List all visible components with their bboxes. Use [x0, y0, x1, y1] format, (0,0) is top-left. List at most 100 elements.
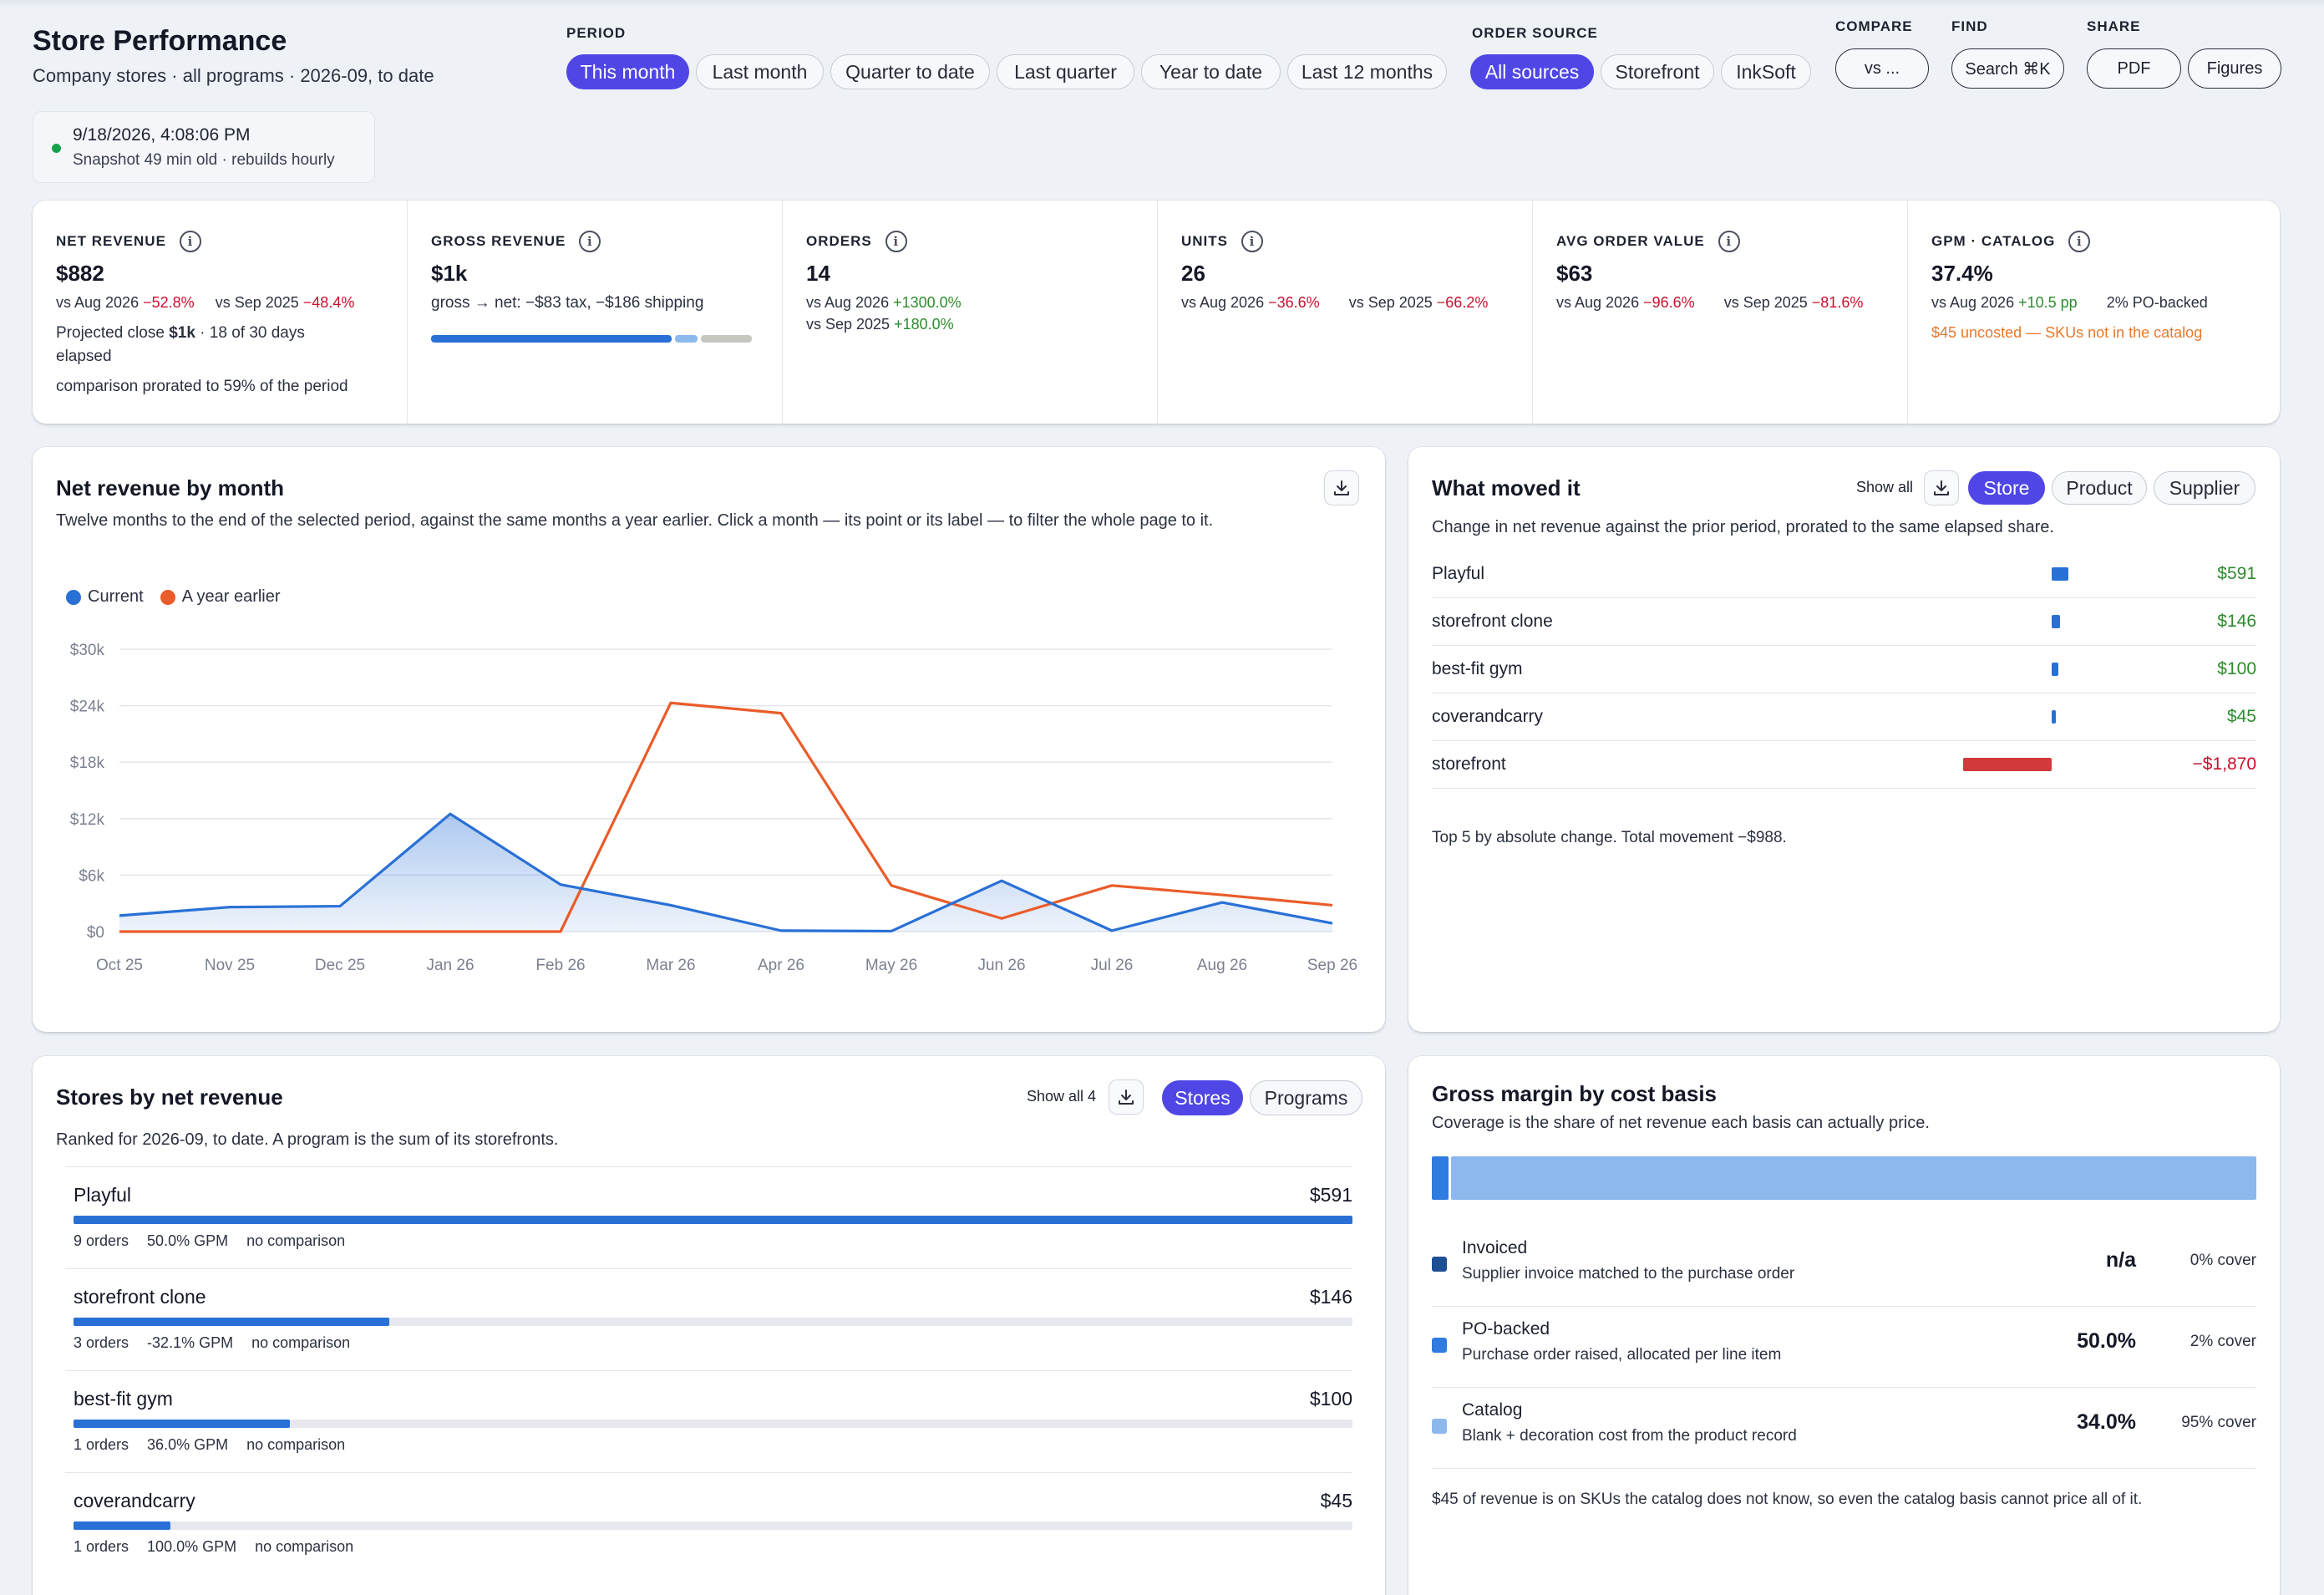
x-tick-label[interactable]: May 26 [865, 957, 917, 974]
gross-to-net-breakdown: gross → net: −$83 tax, −$186 shipping [431, 294, 704, 312]
tab-supplier[interactable]: Supplier [2154, 471, 2255, 505]
cost-basis-row: Catalog Blank + decoration cost from the … [1432, 1389, 2256, 1469]
uncosted-warning: $45 uncosted — SKUs not in the catalog [1931, 324, 2203, 341]
kpi-avg-order-value: AVG ORDER VALUE i $63 vs Aug 2026 −96.6% … [1533, 201, 1908, 426]
movement-name: best-fit gym [1432, 659, 1523, 678]
tab-store[interactable]: Store [1968, 471, 2045, 505]
x-tick-label[interactable]: Jun 26 [977, 957, 1025, 974]
info-icon[interactable]: i [1241, 231, 1263, 252]
show-all-link[interactable]: Show all [1856, 479, 1914, 495]
cost-basis-swatch [1432, 1338, 1447, 1353]
period-last-12-months[interactable]: Last 12 months [1287, 54, 1447, 89]
store-comparison: no comparison [255, 1538, 354, 1555]
source-all[interactable]: All sources [1470, 54, 1594, 89]
info-icon[interactable]: i [885, 231, 907, 252]
cost-basis-desc: Supplier invoice matched to the purchase… [1462, 1265, 1795, 1283]
download-button[interactable] [1924, 470, 1959, 505]
current-data-point[interactable] [664, 898, 677, 912]
prior-data-point[interactable] [1105, 879, 1119, 892]
x-tick-label[interactable]: Sep 26 [1307, 957, 1357, 974]
cost-basis-desc: Blank + decoration cost from the product… [1462, 1427, 1797, 1445]
movement-row[interactable]: storefront clone $146 [1432, 598, 2256, 646]
comparison-label: vs Aug 2026 [806, 294, 890, 311]
current-data-point[interactable] [333, 900, 347, 913]
download-button[interactable] [1324, 470, 1359, 505]
x-tick-label[interactable]: Mar 26 [646, 957, 695, 974]
card-description: Coverage is the share of net revenue eac… [1432, 1114, 1930, 1132]
period-last-month[interactable]: Last month [696, 54, 824, 89]
store-revenue-track [74, 1521, 1352, 1530]
prior-data-point[interactable] [333, 925, 347, 938]
current-data-point[interactable] [113, 909, 126, 922]
store-row[interactable]: Playful $591 9 orders 50.0% GPM no compariso… [65, 1166, 1352, 1268]
period-year-to-date[interactable]: Year to date [1141, 54, 1281, 89]
store-gpm: 100.0% GPM [147, 1538, 237, 1555]
search-button[interactable]: Search ⌘K [1951, 48, 2064, 89]
current-data-point[interactable] [1105, 924, 1119, 937]
comparison-label: vs Sep 2025 [1348, 294, 1433, 311]
download-button[interactable] [1109, 1079, 1144, 1115]
x-tick-label[interactable]: Feb 26 [535, 957, 585, 974]
movement-row[interactable]: Playful $591 [1432, 551, 2256, 598]
prior-data-point[interactable] [774, 707, 788, 720]
prior-data-point[interactable] [444, 925, 457, 938]
chart-legend: Current A year earlier [66, 587, 281, 607]
movement-name: storefront clone [1432, 612, 1553, 631]
prior-data-point[interactable] [995, 912, 1008, 925]
movement-row[interactable]: best-fit gym $100 [1432, 646, 2256, 693]
x-tick-label[interactable]: Apr 26 [758, 957, 804, 974]
revenue-chart-card: Net revenue by month Twelve months to th… [33, 447, 1385, 1032]
show-all-link[interactable]: Show all 4 [1027, 1088, 1097, 1105]
x-tick-label[interactable]: Nov 25 [205, 957, 255, 974]
legend-label-current[interactable]: Current [88, 587, 144, 606]
x-tick-label[interactable]: Oct 25 [96, 957, 143, 974]
x-tick-label[interactable]: Aug 26 [1197, 957, 1247, 974]
prior-year-series-line [119, 701, 1333, 933]
movement-value: $100 [2217, 659, 2256, 678]
current-data-point[interactable] [223, 901, 236, 914]
prior-data-point[interactable] [554, 925, 567, 938]
compare-button[interactable]: vs ... [1835, 48, 1929, 89]
info-icon[interactable]: i [2068, 231, 2091, 252]
current-data-point[interactable] [1326, 917, 1339, 930]
prior-data-point[interactable] [113, 925, 126, 938]
info-icon[interactable]: i [1718, 231, 1740, 252]
period-quarter-to-date[interactable]: Quarter to date [830, 54, 990, 89]
store-row[interactable]: best-fit gym $100 1 orders 36.0% GPM no comp… [65, 1370, 1352, 1472]
store-row[interactable]: coverandcarry $45 1 orders 100.0% GPM no com… [65, 1472, 1352, 1574]
store-revenue-fill [74, 1216, 1352, 1224]
current-data-point[interactable] [885, 924, 898, 937]
prior-data-point[interactable] [1326, 898, 1339, 912]
legend-label-prior[interactable]: A year earlier [181, 587, 281, 606]
source-storefront[interactable]: Storefront [1601, 54, 1714, 89]
tab-product[interactable]: Product [2052, 471, 2147, 505]
source-inksoft[interactable]: InkSoft [1721, 54, 1811, 89]
x-tick-label[interactable]: Jul 26 [1091, 957, 1134, 974]
x-tick-label[interactable]: Dec 25 [315, 957, 365, 974]
info-icon[interactable]: i [579, 231, 601, 252]
store-orders: 3 orders [74, 1334, 129, 1351]
info-icon[interactable]: i [179, 231, 201, 252]
prior-data-point[interactable] [885, 879, 898, 892]
current-data-point[interactable] [774, 924, 788, 937]
current-data-point[interactable] [444, 807, 457, 820]
period-this-month[interactable]: This month [566, 54, 689, 89]
movement-row[interactable]: coverandcarry $45 [1432, 693, 2256, 741]
cost-basis-name: Catalog [1462, 1400, 1523, 1420]
current-data-point[interactable] [554, 878, 567, 891]
period-last-quarter[interactable]: Last quarter [997, 54, 1134, 89]
export-pdf-button[interactable]: PDF [2087, 48, 2181, 89]
movement-row[interactable]: storefront −$1,870 [1432, 741, 2256, 789]
current-data-point[interactable] [995, 874, 1008, 887]
x-tick-label[interactable]: Jan 26 [426, 957, 474, 974]
cost-basis-swatch [1432, 1257, 1447, 1272]
store-row[interactable]: storefront clone $146 3 orders -32.1% GPM no… [65, 1268, 1352, 1370]
export-figures-button[interactable]: Figures [2188, 48, 2281, 89]
cost-basis-row: Invoiced Supplier invoice matched to the … [1432, 1227, 2256, 1307]
projection-value: $1k [169, 324, 195, 342]
prior-data-point[interactable] [664, 696, 677, 709]
tab-stores[interactable]: Stores [1162, 1080, 1243, 1115]
prior-data-point[interactable] [1215, 888, 1229, 902]
tab-programs[interactable]: Programs [1250, 1080, 1362, 1115]
prior-data-point[interactable] [223, 925, 236, 938]
